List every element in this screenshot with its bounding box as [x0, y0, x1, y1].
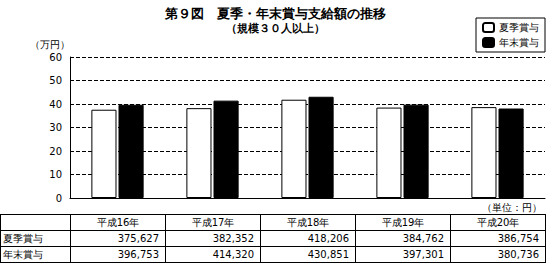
svg-text:第９図 夏季・年末賞与支給額の推移: 第９図 夏季・年末賞与支給額の推移 [164, 6, 386, 21]
svg-text:40: 40 [49, 99, 62, 110]
svg-text:50: 50 [49, 75, 62, 86]
html-text:384,762: 384,762 [402, 233, 444, 244]
html-text:平成19年: 平成19年 [381, 216, 425, 228]
html-text:380,736: 380,736 [497, 249, 539, 260]
html-text:年末賞与: 年末賞与 [3, 248, 43, 260]
html-text:平成18年: 平成18年 [286, 216, 330, 228]
html-text:382,352: 382,352 [212, 233, 254, 244]
html-text:（単位：円）: （単位：円） [482, 202, 542, 213]
html-text:平成20年: 平成20年 [476, 216, 520, 228]
html-text:397,301: 397,301 [402, 249, 444, 260]
html-text:430,851: 430,851 [307, 249, 349, 260]
svg-text:（規模３０人以上）: （規模３０人以上） [226, 22, 325, 35]
svg-text:10: 10 [49, 169, 62, 180]
svg-text:0: 0 [56, 193, 62, 204]
svg-text:60: 60 [49, 52, 62, 63]
html-text:414,320: 414,320 [212, 249, 254, 260]
svg-text:30: 30 [49, 122, 62, 133]
html-text:396,753: 396,753 [117, 249, 159, 260]
html-text:386,754: 386,754 [497, 233, 539, 244]
svg-text:年末賞与: 年末賞与 [499, 37, 539, 48]
html-text:夏季賞与: 夏季賞与 [3, 232, 43, 244]
html-text:平成17年: 平成17年 [191, 216, 235, 228]
svg-text:（万円）: （万円） [30, 39, 70, 50]
svg-text:夏季賞与: 夏季賞与 [499, 22, 539, 33]
html-text:418,206: 418,206 [307, 233, 349, 244]
html-text:平成16年: 平成16年 [96, 216, 140, 228]
html-text:375,627: 375,627 [117, 233, 159, 244]
svg-text:20: 20 [49, 146, 62, 157]
